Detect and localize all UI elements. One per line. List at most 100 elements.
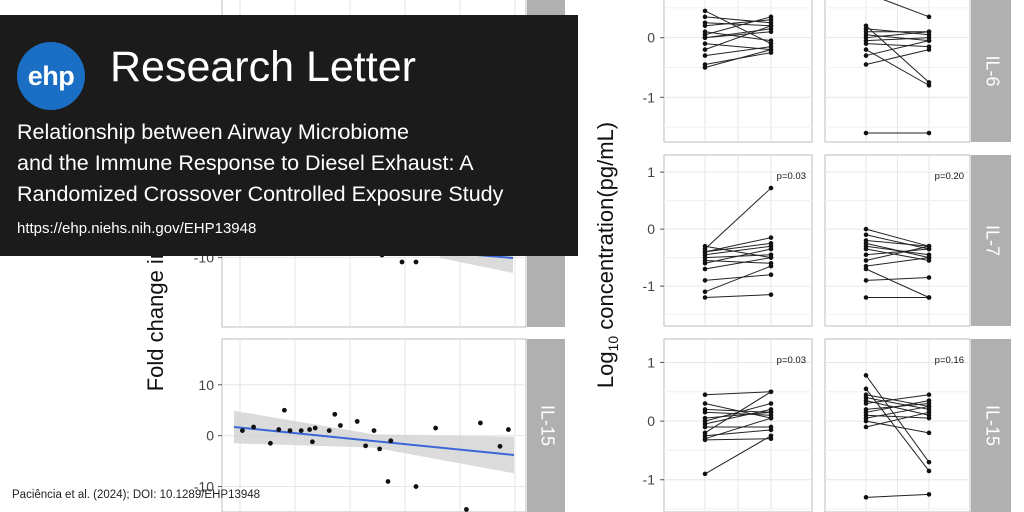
scatter-point	[240, 428, 245, 433]
paired-point	[863, 410, 869, 415]
paired-point	[702, 401, 708, 406]
scatter-facet-strip	[527, 339, 565, 512]
paired-line	[704, 16, 772, 24]
paired-y-tick-label: 0	[647, 221, 655, 237]
scatter-y-tick-label: -10	[194, 479, 214, 495]
scatter-point	[363, 443, 368, 449]
scatter-confidence-band	[234, 410, 514, 474]
paired-point	[702, 261, 708, 266]
scatter-point	[385, 479, 391, 484]
article-url[interactable]: https://ehp.niehs.nih.gov/EHP13948	[17, 220, 257, 237]
paired-line	[865, 43, 930, 48]
paired-y-tick-label: -1	[643, 89, 656, 105]
paired-point	[768, 185, 774, 191]
paired-point	[863, 246, 869, 252]
scatter-point	[287, 428, 293, 433]
paired-point	[702, 410, 708, 415]
paired-y-axis-label: Log10 concentration(pg/mL)	[593, 122, 621, 388]
paired-line	[704, 22, 772, 27]
scatter-point	[298, 428, 304, 433]
paired-point	[768, 427, 774, 433]
paired-point	[768, 47, 774, 52]
paired-point	[768, 38, 774, 43]
paired-line	[865, 228, 930, 247]
paired-line	[704, 16, 772, 36]
paired-line	[865, 420, 930, 434]
paired-point	[863, 386, 869, 392]
paired-facet-strip	[971, 339, 1011, 512]
paired-point	[768, 255, 774, 260]
paired-point	[863, 226, 869, 232]
scatter-point	[276, 427, 282, 432]
paired-point	[926, 410, 932, 415]
paired-y-tick-label: 1	[647, 164, 655, 180]
paired-line	[865, 493, 930, 498]
paired-point	[702, 243, 708, 249]
paired-point	[702, 53, 708, 58]
scatter-point	[413, 484, 419, 489]
scatter-point	[326, 428, 332, 433]
paired-line	[865, 375, 930, 463]
paired-facet-label: IL-7	[982, 225, 1002, 256]
p-value-label: p=0.16	[935, 355, 964, 366]
paired-point	[863, 401, 869, 406]
scatter-point	[388, 438, 394, 444]
paired-line	[704, 242, 772, 253]
paired-point	[926, 398, 932, 403]
paired-line	[865, 397, 930, 410]
paired-line	[704, 245, 772, 256]
scatter-point	[497, 443, 503, 449]
paired-point	[768, 415, 774, 421]
paired-point	[863, 266, 869, 272]
paired-line	[704, 49, 772, 68]
paired-line	[704, 19, 772, 27]
paired-point	[768, 263, 774, 269]
paired-point	[702, 471, 708, 477]
article-title-line-2: and the Immune Response to Diesel Exhaus…	[17, 151, 474, 175]
paired-point	[926, 404, 932, 409]
paired-point	[863, 38, 869, 43]
paired-line	[704, 265, 772, 293]
paired-facet-label: IL-15	[982, 405, 1002, 446]
paired-point	[863, 47, 869, 52]
paired-point	[768, 272, 774, 278]
paired-facet-label: IL-6	[982, 55, 1002, 86]
paired-point	[863, 495, 869, 500]
paired-line	[865, 268, 930, 298]
scatter-point	[268, 440, 273, 446]
paired-y-tick-label: 1	[647, 354, 655, 370]
paired-line	[704, 411, 772, 416]
paired-facet-strip	[971, 0, 1011, 142]
paired-point	[863, 130, 869, 136]
paired-point	[702, 424, 708, 430]
paired-point	[768, 292, 774, 297]
scatter-point	[338, 423, 343, 428]
paired-line	[704, 435, 772, 475]
paired-line	[865, 277, 930, 281]
paired-point	[863, 62, 869, 67]
scatter-point	[413, 259, 419, 265]
scatter-point	[307, 427, 312, 432]
scatter-fit-line	[233, 426, 515, 457]
paired-line	[704, 274, 772, 281]
paired-point	[863, 232, 869, 238]
paired-point	[926, 243, 932, 249]
paired-point	[702, 295, 708, 300]
scatter-point	[377, 446, 382, 452]
paired-line	[865, 394, 930, 405]
paired-line	[704, 391, 772, 396]
paired-point	[863, 258, 869, 263]
scatter-point	[354, 419, 360, 424]
p-value-label: p=0.03	[777, 171, 806, 182]
citation-text: Paciência et al. (2024); DOI: 10.1289/EH…	[12, 489, 261, 501]
scatter-point	[282, 407, 287, 413]
paired-line	[865, 40, 930, 57]
paired-line	[704, 237, 772, 253]
paired-point	[926, 492, 932, 497]
paired-line	[865, 405, 930, 419]
paired-point	[768, 246, 774, 252]
paired-point	[863, 373, 869, 378]
paired-point	[926, 430, 932, 436]
paired-point	[926, 275, 932, 280]
paired-point	[702, 266, 708, 272]
